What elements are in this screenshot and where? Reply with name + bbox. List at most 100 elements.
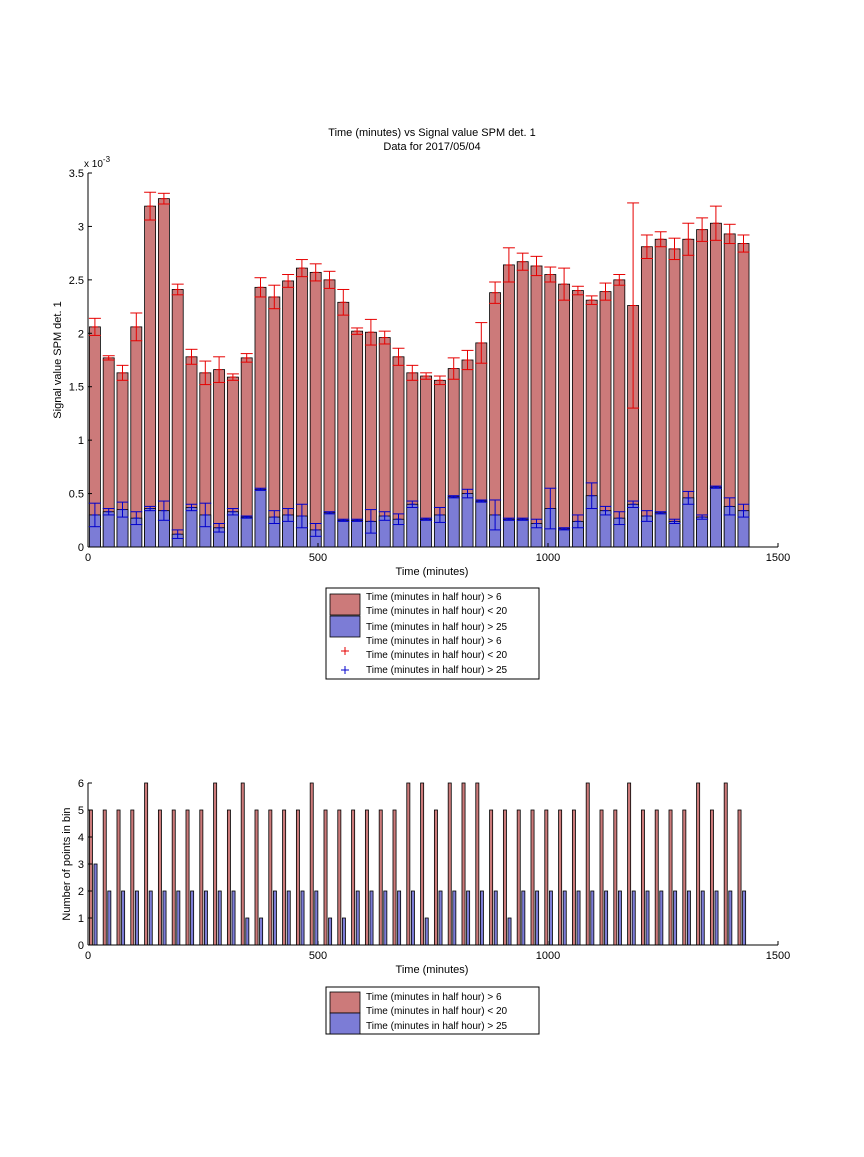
bar-high-signal bbox=[696, 229, 709, 548]
count-bar-low bbox=[259, 917, 264, 946]
count-bar-high bbox=[392, 809, 397, 946]
bar-low-signal bbox=[461, 493, 474, 548]
errorbar-low bbox=[654, 511, 667, 515]
count-bar-low bbox=[93, 863, 98, 946]
count-bar-low bbox=[617, 890, 622, 946]
count-bar-low bbox=[231, 890, 236, 946]
errorbar-low bbox=[351, 518, 364, 522]
errorbar-low bbox=[420, 517, 433, 521]
errorbar-high bbox=[530, 255, 543, 277]
top-legend-label-3b: Time (minutes in half hour) < 20 bbox=[366, 650, 508, 661]
errorbar-high bbox=[254, 277, 267, 298]
bottom-y-tick-label: 5 bbox=[78, 805, 84, 817]
count-bar-low bbox=[300, 890, 305, 946]
errorbar-high bbox=[144, 191, 157, 221]
bar-low-signal bbox=[240, 516, 253, 548]
top-legend-swatch-high bbox=[329, 593, 361, 616]
bottom-legend-box bbox=[325, 986, 540, 1035]
errorbar-high bbox=[130, 312, 143, 342]
count-bar-low bbox=[535, 890, 540, 946]
count-bar-high bbox=[420, 782, 425, 946]
errorbar-high bbox=[447, 357, 460, 380]
count-bar-high bbox=[585, 782, 590, 946]
top-legend-marker-blue-plus bbox=[341, 666, 349, 674]
bar-high-signal bbox=[171, 289, 184, 548]
count-bar-low bbox=[203, 890, 208, 946]
top-y-tick-label: 3.5 bbox=[69, 168, 84, 180]
bottom-legend-swatch-high bbox=[329, 991, 361, 1014]
errorbar-low bbox=[337, 518, 350, 522]
errorbar-high bbox=[420, 372, 433, 380]
count-bar-high bbox=[213, 782, 218, 946]
bottom-y-tick-label: 3 bbox=[78, 859, 84, 871]
count-bar-high bbox=[502, 809, 507, 946]
bar-low-signal bbox=[709, 486, 722, 548]
bar-high-signal bbox=[268, 296, 281, 548]
errorbar-low bbox=[130, 511, 143, 526]
count-bar-low bbox=[452, 890, 457, 946]
count-bar-high bbox=[447, 782, 452, 946]
bar-low-signal bbox=[323, 512, 336, 548]
count-bar-low bbox=[507, 917, 512, 946]
bar-low-signal bbox=[516, 518, 529, 548]
count-bar-low bbox=[576, 890, 581, 946]
errorbar-high bbox=[599, 282, 612, 301]
count-bar-low bbox=[148, 890, 153, 946]
errorbar-high bbox=[392, 347, 405, 366]
count-bar-high bbox=[406, 782, 411, 946]
count-bar-high bbox=[558, 809, 563, 946]
errorbar-low bbox=[282, 508, 295, 522]
count-bar-low bbox=[134, 890, 139, 946]
top-x-tick-label: 0 bbox=[85, 552, 91, 564]
count-bar-low bbox=[397, 890, 402, 946]
errorbar-low bbox=[157, 500, 170, 521]
top-y-tick-label: 2.5 bbox=[69, 275, 84, 287]
top-y-axis-label: Signal value SPM det. 1 bbox=[52, 301, 64, 418]
errorbar-low bbox=[627, 500, 640, 508]
bar-low-signal bbox=[254, 488, 267, 548]
count-bar-high bbox=[130, 809, 135, 946]
count-bar-high bbox=[682, 809, 687, 946]
bar-high-signal bbox=[737, 243, 750, 548]
errorbar-high bbox=[378, 330, 391, 345]
errorbar-high bbox=[682, 222, 695, 256]
top-y-tick-label: 0 bbox=[78, 542, 84, 554]
bar-low-signal bbox=[420, 518, 433, 548]
errorbar-low bbox=[530, 518, 543, 529]
count-bar-low bbox=[410, 890, 415, 946]
bottom-x-tick-label: 1000 bbox=[536, 950, 560, 962]
bar-high-signal bbox=[640, 246, 653, 548]
errorbar-low bbox=[433, 506, 446, 523]
errorbar-low bbox=[558, 527, 571, 531]
errorbar-low bbox=[199, 502, 212, 528]
count-bar-high bbox=[544, 809, 549, 946]
bottom-plot-area: 0 1 2 3 4 5 6 0 500 1000 1500 bbox=[78, 778, 790, 962]
errorbar-low bbox=[613, 511, 626, 526]
top-x-tick-label: 1500 bbox=[766, 552, 790, 564]
count-bar-high bbox=[696, 782, 701, 946]
bar-low-signal bbox=[696, 516, 709, 548]
errorbar-low bbox=[737, 503, 750, 518]
errorbar-low bbox=[144, 505, 157, 512]
count-bar-high bbox=[599, 809, 604, 946]
errorbar-low bbox=[640, 510, 653, 522]
errorbar-high bbox=[199, 360, 212, 386]
errorbar-low bbox=[309, 522, 322, 537]
count-bar-low bbox=[714, 890, 719, 946]
errorbar-low bbox=[599, 505, 612, 516]
errorbar-high bbox=[226, 373, 239, 381]
count-bar-low bbox=[686, 890, 691, 946]
errorbar-low bbox=[571, 514, 584, 529]
count-bar-high bbox=[640, 809, 645, 946]
bottom-x-tick-label: 500 bbox=[309, 950, 327, 962]
count-bar-high bbox=[337, 809, 342, 946]
bar-high-signal bbox=[282, 280, 295, 548]
bottom-legend-label-1b: Time (minutes in half hour) < 20 bbox=[366, 1006, 508, 1017]
errorbar-high bbox=[696, 217, 709, 242]
bar-high-signal bbox=[558, 283, 571, 548]
errorbar-high bbox=[475, 322, 488, 364]
bottom-legend: Time (minutes in half hour) > 6 Time (mi… bbox=[325, 986, 540, 1035]
count-bar-low bbox=[314, 890, 319, 946]
count-bar-high bbox=[489, 809, 494, 946]
